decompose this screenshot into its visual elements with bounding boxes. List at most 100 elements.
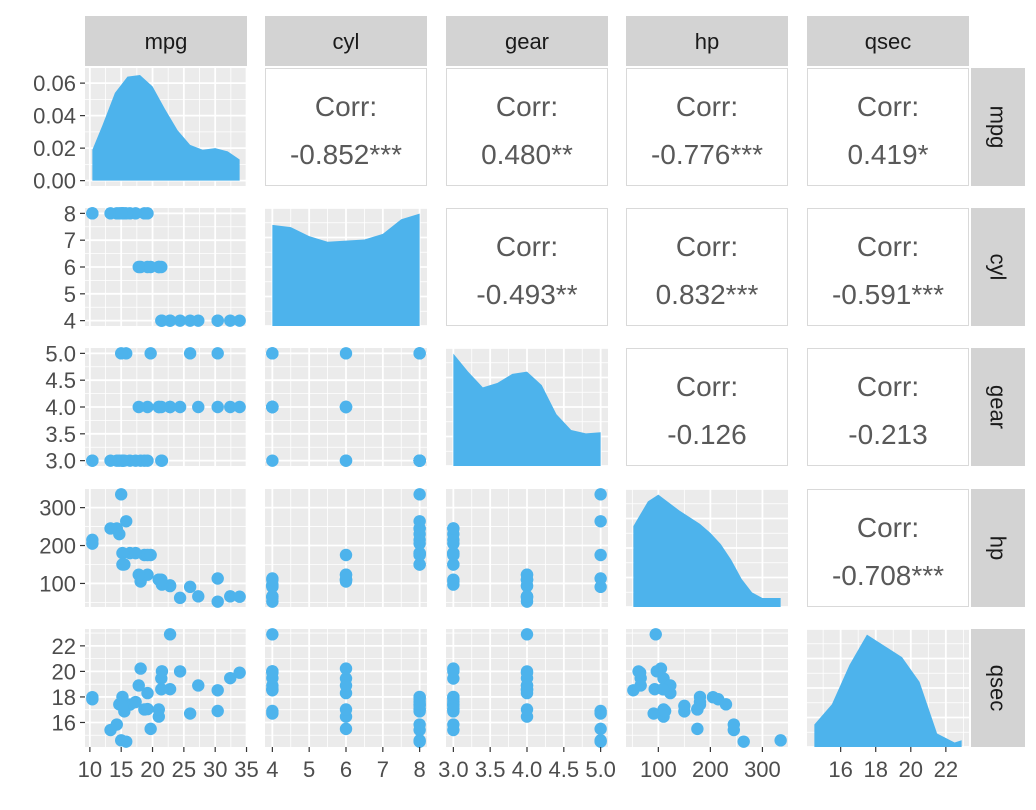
scatter-point [192,400,205,414]
scatter-point [649,628,662,641]
scatter-point [594,734,607,747]
scatter-point [233,400,246,414]
strip-label-top-qsec: qsec [865,29,911,54]
scatter-point [116,699,129,713]
scatter-point [413,347,426,360]
x-tick-label-cyl: 6 [340,757,352,782]
x-tick-label-mpg: 15 [109,757,133,782]
scatter-point [141,400,154,414]
scatter-point [339,568,353,581]
scatter-point [266,454,279,467]
scatter-point [163,400,177,414]
x-tick-label-cyl: 5 [303,757,315,782]
scatter-point [86,533,99,547]
strip-right-mpg [971,68,1025,186]
y-tick-label-density: 0.06 [33,71,76,96]
corr-label: Corr: [496,91,558,122]
y-tick-label-hp: 300 [39,496,76,521]
scatter-point [224,400,237,414]
scatter-point [224,671,237,685]
scatter-point [173,591,187,605]
scatter-point [266,590,279,603]
scatter-point [155,683,168,696]
scatter-point [647,707,660,720]
scatter-point [266,665,279,678]
y-tick-label-density: 0.00 [33,169,76,194]
scatter-point [413,702,426,716]
y-tick-label-qsec: 20 [52,659,76,684]
corr-value-gear-hp: -0.126 [667,419,746,450]
strip-right-cyl [971,208,1025,326]
x-tick-label-qsec: 16 [828,757,852,782]
scatter-point [413,454,426,467]
scatter-point [413,488,426,501]
corr-panel-gear-hp [626,348,788,466]
scatter-point [155,400,168,414]
scatter-point [183,580,197,594]
scatter-point [520,703,534,716]
x-tick-label-qsec: 22 [934,757,958,782]
scatter-point [594,572,607,585]
scatter-point [266,683,279,696]
strip-label-right-gear: gear [986,385,1011,429]
strip-top-hp [626,16,788,66]
y-tick-label-gear: 5.0 [45,341,76,366]
scatter-point [211,347,224,360]
corr-label: Corr: [676,371,738,402]
corr-panel-cyl-hp [626,208,788,326]
strip-label-right-qsec: qsec [986,665,1011,711]
scatter-point [163,628,177,641]
scatter-point [678,699,691,713]
scatter-point [339,347,353,360]
corr-label: Corr: [315,91,377,122]
scatter-point [132,568,145,581]
strip-right-hp [971,489,1025,607]
strip-label-top-mpg: mpg [145,29,188,54]
scatter-point [104,454,117,467]
y-tick-label-qsec: 18 [52,685,76,710]
corr-label: Corr: [857,91,919,122]
strip-label-top-hp: hp [695,29,719,54]
scatter-point [134,662,147,675]
scatter-point [691,722,704,736]
x-tick-label-hp: 300 [744,757,781,782]
y-tick-label-cyl: 6 [64,255,76,280]
scatter-point [727,723,740,737]
scatter-point [633,666,647,679]
corr-panel-mpg-gear [446,68,608,186]
y-tick-label-gear: 4.0 [45,395,76,420]
scatter-point [120,515,133,528]
scatter-point [447,702,460,716]
scatter-point [116,558,129,571]
corr-value-hp-qsec: -0.708*** [832,560,944,591]
scatter-point [132,400,145,414]
x-tick-label-gear: 5.0 [585,757,616,782]
scatter-point [634,679,647,692]
corr-panel-mpg-hp [626,68,788,186]
strip-top-gear [446,16,608,66]
y-tick-label-gear: 3.5 [45,422,76,447]
y-tick-label-hp: 200 [39,534,76,559]
strip-label-right-mpg: mpg [986,106,1011,149]
corr-value-mpg-qsec: 0.419* [848,139,929,170]
scatter-point [141,568,154,581]
x-tick-label-hp: 200 [692,757,729,782]
scatter-point [113,527,126,541]
scatter-point [339,703,353,716]
strip-top-cyl [265,16,427,66]
scatter-point [144,722,157,736]
corr-panel-mpg-cyl [265,68,427,186]
scatter-point [132,679,145,692]
scatter-point [656,683,670,696]
corr-value-cyl-gear: -0.493** [476,279,577,310]
scatter-point [132,260,145,274]
scatter-point [86,693,99,706]
strip-label-top-cyl: cyl [333,29,360,54]
density-curve-mpg [92,74,240,181]
density-curve-hp [633,494,781,607]
scatter-point [114,347,128,360]
scatter-point [520,590,534,603]
scatter-point [413,734,426,747]
x-tick-label-mpg: 35 [234,757,258,782]
scatter-point [233,666,246,679]
